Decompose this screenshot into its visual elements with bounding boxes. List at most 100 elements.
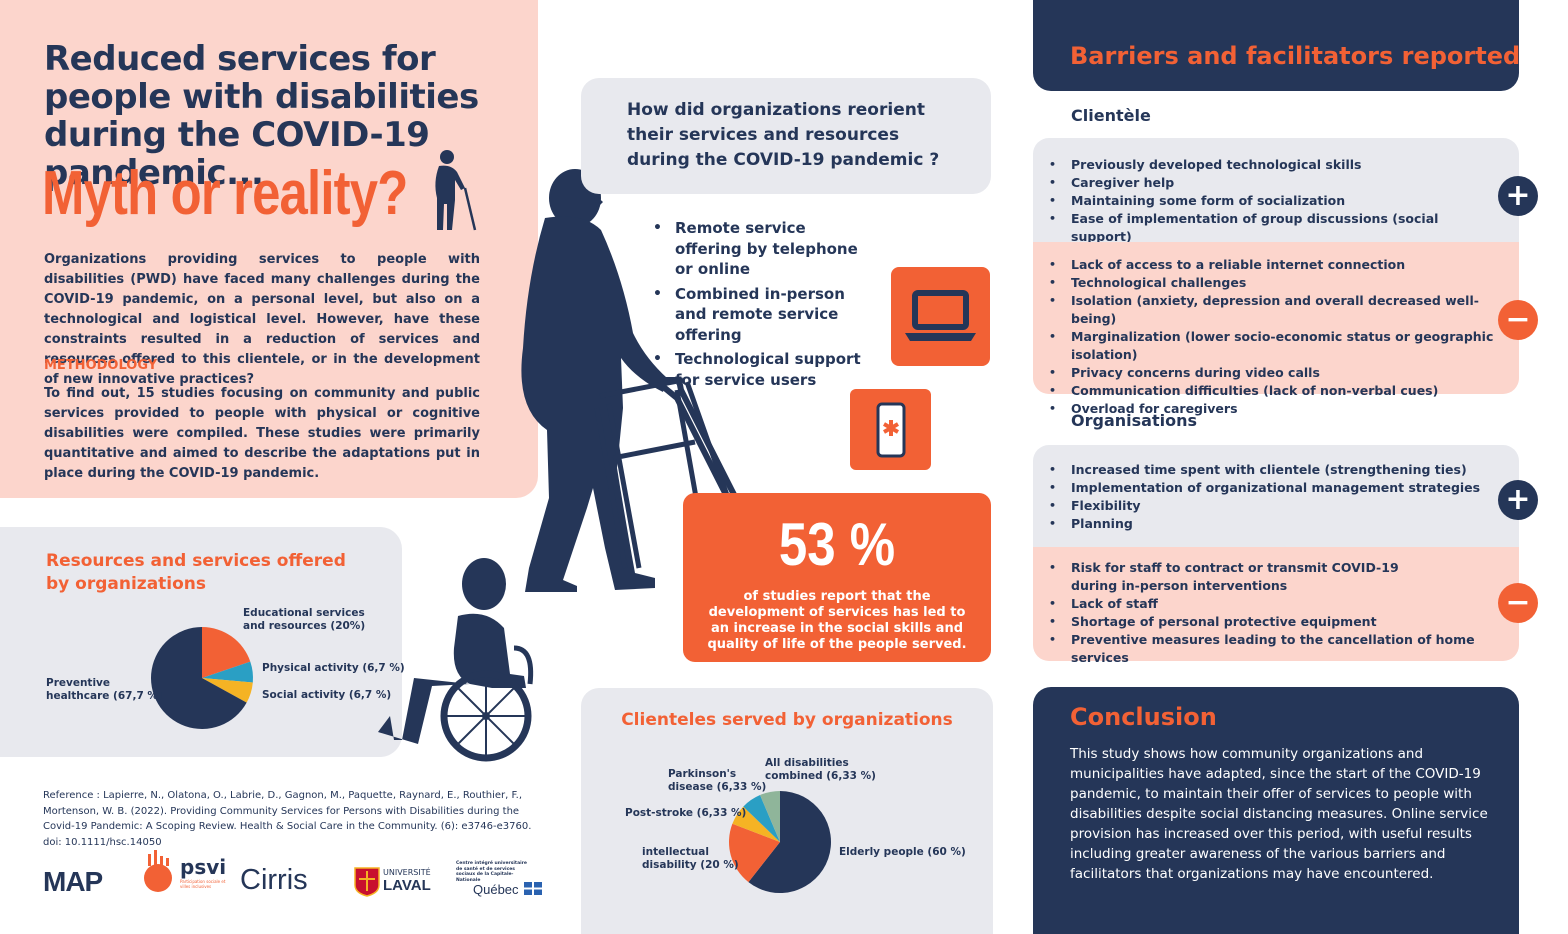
clienteles-pie-slice-3 — [743, 795, 780, 842]
question-panel — [581, 78, 991, 194]
org-facilitators-list: Increased time spent with clientele (str… — [1033, 461, 1503, 533]
minus-icon: − — [1498, 583, 1538, 623]
list-item: Previously developed technological skill… — [1033, 156, 1503, 174]
wheelchair-user-silhouette — [378, 558, 534, 762]
pie1-label-social: Social activity (6,7 %) — [262, 689, 392, 701]
methodology-heading: METHODOLOGY — [44, 358, 158, 373]
resources-pie-chart — [151, 627, 253, 729]
laval-shield-icon — [354, 867, 380, 897]
list-item: Preventive measures leading to the cance… — [1033, 631, 1503, 667]
page-title: Reduced services for people with disabil… — [44, 39, 479, 193]
clienteles-pie-slice-1 — [729, 823, 780, 883]
list-item: Overload for caregivers — [1033, 400, 1503, 418]
pie1-label-physical: Physical activity (6,7 %) — [262, 662, 405, 674]
barriers-header — [1033, 0, 1519, 91]
list-item: Communication difficulties (lack of non-… — [1033, 382, 1503, 400]
stat-value: 53 % — [778, 511, 896, 578]
pie1-label-preventive-l2: healthcare (67,7 %) — [46, 690, 163, 702]
quebec-logo-smalltext: Centre intégré universitaire de santé et… — [456, 861, 527, 883]
psvi-logo-text: psvi — [180, 855, 227, 879]
resources-pie-slice-3 — [151, 627, 247, 729]
quebec-logo-text: Québec — [473, 882, 519, 897]
psvi-logo-subtext: Participation sociale et villes inclusiv… — [180, 879, 226, 889]
resources-pie-slice-1 — [202, 661, 253, 683]
stat-panel — [683, 493, 991, 662]
clienteles-pie-chart — [729, 791, 831, 893]
quebec-flag-icon — [524, 882, 542, 895]
question-title: How did organizations reorient their ser… — [627, 100, 940, 170]
laval-logo-line2: LAVAL — [383, 877, 431, 894]
list-item: Maintaining some form of socialization — [1033, 192, 1503, 210]
clienteles-pie-slice-2 — [732, 806, 780, 842]
clientele-facilitators-list: Previously developed technological skill… — [1033, 156, 1503, 246]
conclusion-text: This study shows how community organizat… — [1070, 746, 1488, 882]
pie2-label-intellectual-l2: disability (20 %) — [642, 859, 739, 871]
pie2-label-parkinsons: Parkinson's disease (6,33 %) — [668, 768, 766, 794]
list-item: Shortage of personal protective equipmen… — [1033, 613, 1503, 631]
conclusion-title: Conclusion — [1070, 703, 1217, 731]
intro-paragraph: Organizations providing services to peop… — [44, 252, 480, 387]
pie2-label-all-l1: All disabilities — [765, 757, 849, 769]
list-item: Remote service offering by telephone or … — [653, 218, 873, 280]
list-item: Planning — [1033, 515, 1503, 533]
pie2-label-intellectual-l1: intellectual — [642, 846, 709, 858]
organisations-heading: Organisations — [1071, 411, 1197, 430]
list-item: Isolation (anxiety, depression and overa… — [1033, 292, 1503, 328]
resources-title: Resources and services offered by organi… — [46, 551, 346, 594]
list-item: Lack of staff — [1033, 595, 1503, 613]
pie1-label-educational-l1: Educational services — [243, 607, 365, 619]
list-item: Technological support for service users — [653, 349, 873, 390]
pie1-label-preventive: Preventive healthcare (67,7 %) — [46, 677, 163, 703]
intro-panel — [0, 0, 538, 498]
list-item-line: Risk for staff to contract or transmit C… — [1071, 560, 1399, 575]
cirris-logo: Cirris — [240, 864, 308, 896]
list-item: Flexibility — [1033, 497, 1503, 515]
list-item: Privacy concerns during video calls — [1033, 364, 1503, 382]
pie2-label-all-l2: combined (6,33 %) — [765, 770, 876, 782]
clienteles-title: Clienteles served by organizations — [621, 710, 953, 730]
pie1-label-educational: Educational services and resources (20%) — [243, 607, 365, 633]
clienteles-pie-slice-0 — [748, 791, 831, 893]
list-item: Ease of implementation of group discussi… — [1033, 210, 1503, 246]
plus-icon: + — [1498, 480, 1538, 520]
pie1-label-preventive-l1: Preventive — [46, 677, 111, 689]
list-item-line: during in-person interventions — [1071, 578, 1288, 593]
list-item: Caregiver help — [1033, 174, 1503, 192]
stat-description: of studies report that the development o… — [707, 589, 967, 652]
phone-medical-icon — [876, 402, 906, 458]
pie2-label-parkinsons-l2: disease (6,33 %) — [668, 781, 767, 793]
plus-icon: + — [1498, 176, 1538, 216]
list-item: Increased time spent with clientele (str… — [1033, 461, 1503, 479]
headline: Myth or reality? — [42, 159, 408, 228]
list-item: Marginalization (lower socio-economic st… — [1033, 328, 1503, 364]
pie2-label-all: All disabilities combined (6,33 %) — [765, 757, 876, 783]
resources-pie-slice-0 — [202, 627, 251, 678]
clientele-barriers-list: Lack of access to a reliable internet co… — [1033, 256, 1503, 418]
list-item: Risk for staff to contract or transmit C… — [1033, 559, 1503, 595]
pie2-label-parkinsons-l1: Parkinson's — [668, 768, 737, 780]
minus-icon: − — [1498, 300, 1538, 340]
list-item: Implementation of organizational managem… — [1033, 479, 1503, 497]
map-logo: MAP — [43, 866, 103, 897]
elderly-with-cane-icon — [435, 150, 477, 231]
pie2-label-elderly: Elderly people (60 %) — [839, 846, 966, 858]
psvi-logo-icon — [144, 850, 172, 892]
laptop-icon — [905, 290, 976, 341]
methodology-paragraph: To find out, 15 studies focusing on comm… — [44, 386, 480, 481]
clienteles-pie-slice-4 — [760, 791, 780, 842]
list-item: Technological challenges — [1033, 274, 1503, 292]
resources-pie-slice-2 — [202, 678, 253, 703]
phone-tile — [850, 389, 931, 470]
clientele-heading: Clientèle — [1071, 106, 1151, 125]
conclusion-panel — [1033, 687, 1519, 934]
barriers-title: Barriers and facilitators reported — [1070, 42, 1521, 70]
laval-logo-line1: UNIVERSITÉ — [383, 868, 431, 877]
list-item: Lack of access to a reliable internet co… — [1033, 256, 1503, 274]
reorientation-list: Remote service offering by telephone or … — [653, 218, 873, 394]
org-barriers-list: Risk for staff to contract or transmit C… — [1033, 559, 1503, 667]
reference-text: Reference : Lapierre, N., Olatona, O., L… — [43, 790, 532, 848]
pie1-label-educational-l2: and resources (20%) — [243, 620, 366, 632]
laptop-tile — [891, 267, 990, 366]
pie2-label-poststroke: Post-stroke (6,33 %) — [625, 807, 747, 819]
pie2-label-intellectual: intellectual disability (20 %) — [642, 846, 739, 872]
